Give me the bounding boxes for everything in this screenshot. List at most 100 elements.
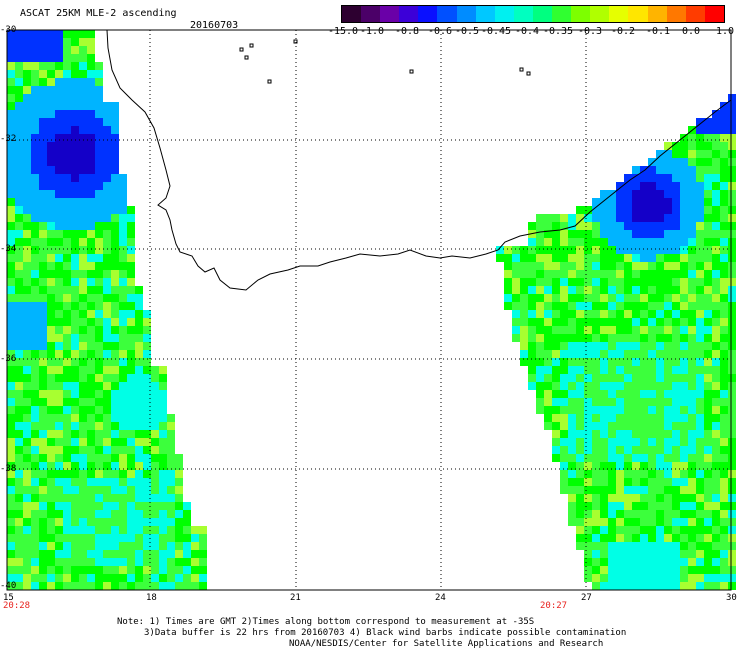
swath-cell [95,350,103,358]
swath-cell [688,430,696,438]
colorbar-tick-label: -0.2 [610,26,636,37]
swath-cell [15,382,23,390]
swath-cell [664,430,672,438]
swath-cell [175,494,183,502]
swath-cell [23,374,31,382]
swath-cell [55,118,63,126]
swath-cell [7,454,15,462]
swath-cell [31,382,39,390]
swath-cell [656,350,664,358]
swath-cell [119,310,127,318]
swath-cell [87,150,95,158]
swath-cell [720,374,728,382]
swath-cell [616,542,624,550]
swath-cell [159,582,167,590]
swath-cell [135,398,143,406]
swath-cell [624,582,632,590]
swath-cell [23,54,31,62]
swath-cell [71,254,79,262]
swath-cell [183,502,191,510]
swath-cell [71,334,79,342]
lon-label-21: 21 [290,593,301,603]
swath-cell [560,222,568,230]
swath-cell [79,366,87,374]
swath-cell [55,190,63,198]
swath-cell [31,246,39,254]
swath-cell [664,526,672,534]
swath-cell [183,582,191,590]
swath-cell [31,126,39,134]
swath-cell [656,534,664,542]
swath-cell [616,366,624,374]
swath-cell [183,542,191,550]
swath-cell [87,206,95,214]
swath-cell [632,534,640,542]
swath-cell [31,78,39,86]
swath-cell [23,270,31,278]
swath-cell [199,566,207,574]
swath-cell [720,342,728,350]
swath-cell [47,446,55,454]
swath-cell [103,454,111,462]
swath-cell [87,142,95,150]
swath-cell [648,302,656,310]
swath-cell [712,350,720,358]
swath-cell [39,510,47,518]
swath-cell [680,510,688,518]
swath-cell [79,406,87,414]
swath-cell [552,326,560,334]
swath-cell [568,470,576,478]
swath-cell [712,294,720,302]
swath-cell [55,478,63,486]
swath-cell [648,342,656,350]
colorbar-tick-label: -0.6 [427,26,453,37]
swath-cell [127,414,135,422]
swath-cell [728,446,736,454]
swath-cell [15,414,23,422]
swath-cell [7,350,15,358]
swath-cell [63,550,71,558]
swath-cell [31,478,39,486]
swath-cell [39,558,47,566]
swath-cell [544,358,552,366]
swath-cell [7,414,15,422]
swath-cell [47,318,55,326]
swath-cell [616,510,624,518]
swath-cell [656,542,664,550]
swath-cell [55,454,63,462]
swath-cell [688,486,696,494]
swath-cell [720,134,728,142]
swath-cell [127,534,135,542]
swath-cell [79,358,87,366]
swath-cell [696,558,704,566]
swath-cell [31,414,39,422]
swath-cell [592,558,600,566]
swath-cell [23,406,31,414]
swath-cell [7,462,15,470]
swath-cell [7,198,15,206]
swath-cell [39,238,47,246]
swath-cell [712,566,720,574]
coastline [106,29,732,291]
swath-cell [592,206,600,214]
swath-cell [119,382,127,390]
swath-cell [608,286,616,294]
swath-cell [87,374,95,382]
swath-cell [584,310,592,318]
swath-cell [624,198,632,206]
swath-cell [87,358,95,366]
swath-cell [672,566,680,574]
swath-cell [640,422,648,430]
swath-cell [127,542,135,550]
swath-cell [688,206,696,214]
swath-cell [680,486,688,494]
swath-cell [720,414,728,422]
swath-cell [7,46,15,54]
swath-cell [151,446,159,454]
swath-cell [552,390,560,398]
swath-cell [552,318,560,326]
swath-cell [111,422,119,430]
swath-cell [648,526,656,534]
swath-cell [608,446,616,454]
swath-cell [712,166,720,174]
